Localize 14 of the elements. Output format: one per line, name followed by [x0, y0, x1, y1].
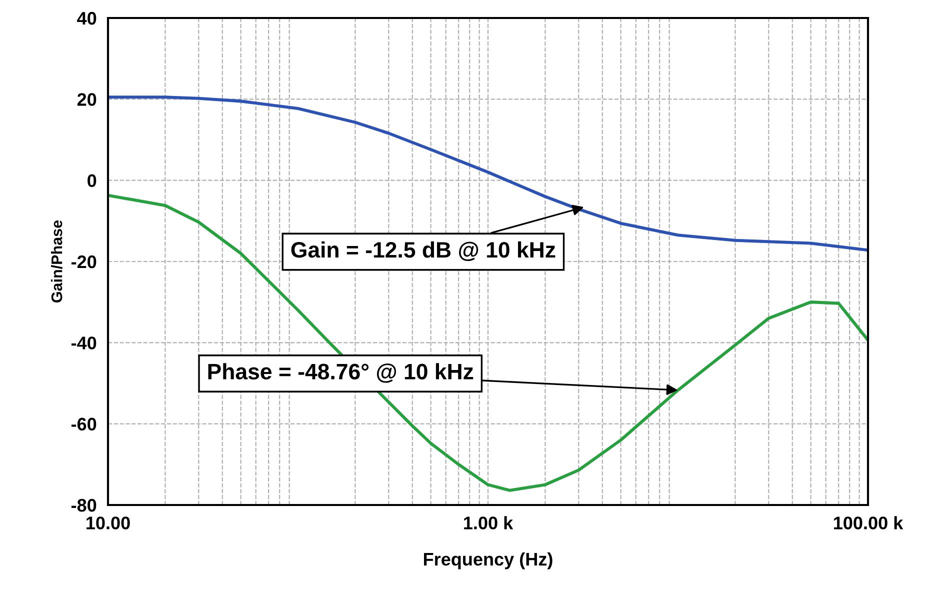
x-tick-label: 100.00 k — [834, 516, 904, 530]
x-tick-label: 1.00 k — [464, 516, 514, 530]
x-axis-title: Frequency (Hz) — [424, 552, 552, 570]
y-tick-label: -60 — [72, 418, 96, 431]
y-tick-label: 20 — [77, 93, 96, 106]
annotation: Phase = -48.76° @ 10 kHz — [208, 363, 474, 383]
x-tick-label: 10.00 — [86, 516, 130, 530]
y-axis-title: Gain/Phase — [51, 220, 62, 302]
y-tick-label: -20 — [72, 255, 96, 268]
y-tick-label: -80 — [72, 498, 96, 512]
y-tick-label: 0 — [88, 174, 96, 188]
y-tick-label: 40 — [77, 12, 96, 25]
y-tick-label: -40 — [72, 336, 96, 350]
annotation: Gain = -12.5 dB @ 10 kHz — [291, 241, 556, 262]
